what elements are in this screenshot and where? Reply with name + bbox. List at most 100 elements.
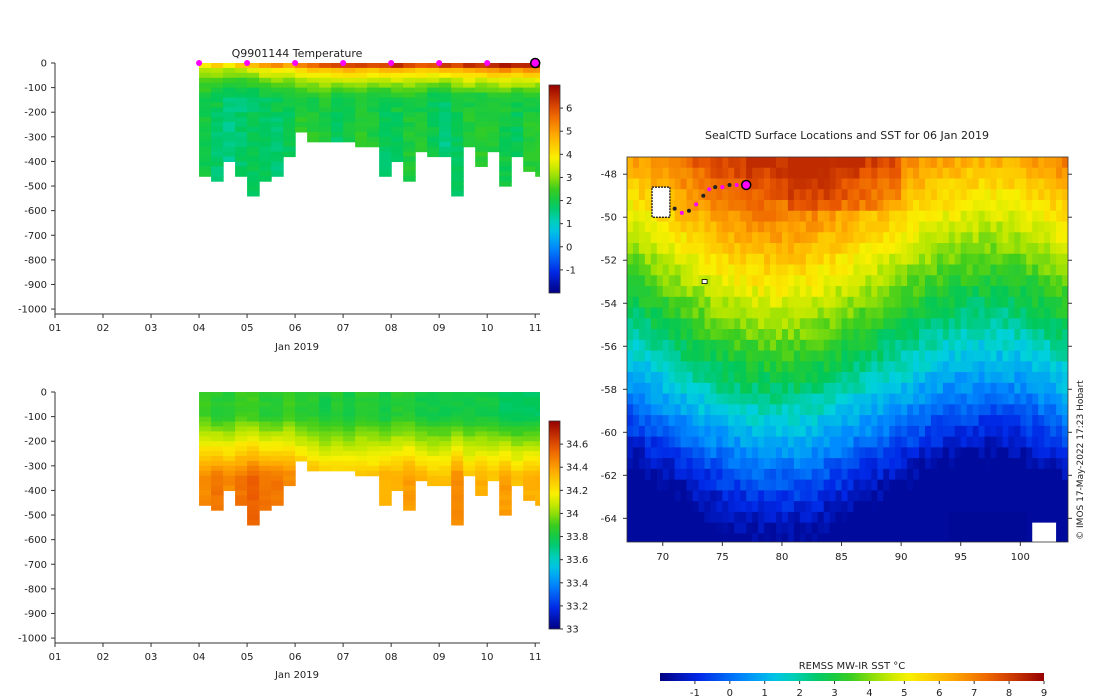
profile-cell bbox=[535, 411, 540, 418]
profile-cell bbox=[307, 426, 320, 432]
sst-cell bbox=[865, 243, 872, 255]
profile-cell bbox=[463, 441, 476, 447]
sst-cell bbox=[1056, 253, 1063, 266]
profile-cell bbox=[247, 117, 260, 123]
sst-cell bbox=[996, 350, 1004, 362]
sst-cell bbox=[1056, 458, 1063, 470]
profile-cell bbox=[271, 67, 284, 74]
sst-cell bbox=[781, 382, 789, 395]
y-tick-label: -200 bbox=[24, 437, 47, 448]
sst-cell bbox=[728, 329, 735, 341]
profile-cell bbox=[403, 176, 416, 182]
colorbar-tick-label: 2 bbox=[566, 196, 572, 207]
profile-cell bbox=[223, 392, 236, 398]
sst-cell bbox=[859, 372, 866, 384]
sst-cell bbox=[805, 468, 813, 481]
profile-cell bbox=[343, 406, 356, 413]
profile-cell bbox=[487, 87, 500, 94]
sst-cell bbox=[990, 425, 998, 438]
sst-cell bbox=[996, 479, 1004, 491]
profile-cell bbox=[391, 67, 404, 74]
sst-cell bbox=[627, 404, 634, 416]
sst-cell bbox=[853, 253, 861, 266]
sst-cell bbox=[984, 511, 992, 524]
profile-cell bbox=[463, 396, 476, 403]
sst-cell bbox=[865, 189, 872, 201]
sst-cell bbox=[835, 458, 843, 470]
profile-cell bbox=[463, 122, 476, 128]
sst-cell bbox=[627, 490, 634, 502]
sst-cell bbox=[901, 221, 908, 233]
profile-cell bbox=[319, 460, 332, 467]
profile-cell bbox=[487, 426, 500, 432]
sst-cell bbox=[883, 200, 890, 212]
profile-cell bbox=[535, 480, 540, 487]
sst-cell bbox=[686, 458, 694, 470]
sst-cell bbox=[990, 468, 998, 481]
sst-cell bbox=[966, 253, 974, 266]
sst-cell bbox=[698, 425, 706, 438]
sst-cell bbox=[632, 189, 640, 201]
profile-marker bbox=[484, 60, 491, 66]
profile-cell bbox=[283, 102, 296, 108]
sst-cell bbox=[901, 372, 908, 384]
sst-cell bbox=[627, 296, 634, 309]
colorbar-tick-label: 33.2 bbox=[566, 601, 588, 612]
profile-cell bbox=[451, 475, 464, 482]
profile-cell bbox=[307, 122, 320, 128]
track-point bbox=[707, 187, 712, 192]
profile-cell bbox=[319, 112, 332, 118]
sst-cell bbox=[716, 167, 723, 180]
sst-cell bbox=[787, 393, 795, 405]
sst-cell bbox=[638, 200, 646, 212]
sst-cell bbox=[942, 468, 950, 481]
sst-cell bbox=[823, 415, 831, 427]
sst-cell bbox=[936, 425, 944, 438]
sst-cell bbox=[680, 393, 688, 405]
sst-cell bbox=[680, 468, 688, 481]
sst-cell bbox=[996, 393, 1004, 405]
sst-cell bbox=[865, 372, 872, 384]
profile-cell bbox=[475, 161, 488, 167]
profile-cell bbox=[355, 102, 368, 108]
sst-cell bbox=[889, 533, 896, 542]
profile-cell bbox=[415, 131, 428, 138]
sst-cell bbox=[1026, 232, 1033, 244]
sst-cell bbox=[698, 447, 706, 459]
sst-cell bbox=[901, 189, 908, 201]
sst-cell bbox=[752, 458, 759, 470]
profile-cell bbox=[271, 396, 284, 403]
sst-cell bbox=[710, 533, 717, 542]
sst-cell bbox=[752, 232, 759, 244]
sst-cell bbox=[841, 458, 849, 470]
sst-cell bbox=[847, 275, 855, 287]
sst-cell bbox=[841, 350, 849, 362]
sst-cell bbox=[752, 415, 759, 427]
sst-cell bbox=[889, 393, 896, 405]
sst-cell bbox=[728, 468, 735, 481]
sst-cell bbox=[692, 522, 700, 534]
sst-cell bbox=[752, 425, 759, 438]
profile-cell bbox=[235, 446, 248, 452]
sst-cell bbox=[1038, 210, 1045, 223]
sst-cell bbox=[722, 264, 729, 276]
profile-cell bbox=[343, 426, 356, 432]
sst-cell bbox=[1050, 200, 1057, 212]
sst-cell bbox=[966, 210, 974, 223]
sst-cell bbox=[907, 447, 914, 459]
profile-cell bbox=[259, 470, 272, 477]
sst-cell bbox=[1002, 533, 1010, 542]
profile-cell bbox=[523, 406, 536, 413]
profile-cell bbox=[499, 136, 512, 143]
lon-tick-label: 85 bbox=[835, 552, 848, 563]
profile-cell bbox=[295, 72, 308, 79]
profile-cell bbox=[259, 436, 272, 442]
profile-cell bbox=[319, 131, 332, 138]
colorbar-tick-label: 4 bbox=[566, 150, 572, 161]
sst-cell bbox=[734, 382, 741, 395]
sst-cell bbox=[644, 350, 652, 362]
sst-cell bbox=[1044, 404, 1051, 416]
profile-cell bbox=[475, 151, 488, 158]
sst-cell bbox=[948, 501, 956, 513]
sst-cell bbox=[1014, 264, 1021, 276]
